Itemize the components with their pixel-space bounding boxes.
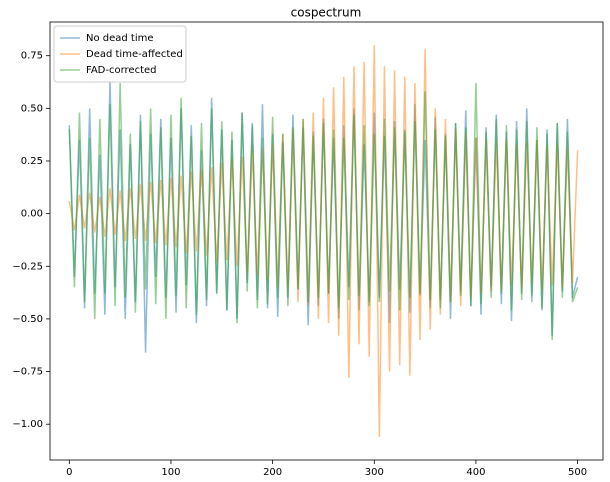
y-tick-label: −0.50	[12, 314, 43, 325]
legend-box	[53, 25, 187, 83]
x-tick-label: 300	[365, 467, 384, 478]
x-tick-label: 0	[66, 467, 72, 478]
plot-lines	[68, 45, 579, 437]
y-tick-label: 0.25	[21, 156, 43, 167]
series-line	[68, 83, 579, 340]
y-tick-label: 0.00	[21, 209, 43, 220]
legend-label: FAD-corrected	[86, 65, 157, 76]
y-tick-label: 0.75	[21, 51, 43, 62]
x-tick-label: 500	[568, 467, 587, 478]
legend: No dead time Dead time-affected FAD-correc…	[53, 25, 187, 83]
y-tick-label: −0.75	[12, 367, 43, 378]
legend-label: Dead time-affected	[86, 49, 183, 60]
y-tick-label: 0.50	[21, 103, 43, 114]
y-tick-label: −0.25	[12, 261, 43, 272]
chart-title: cospectrum	[291, 6, 362, 20]
x-tick-label: 200	[263, 467, 282, 478]
plot-frame	[49, 21, 604, 461]
series-line	[68, 45, 579, 437]
x-tick-label: 400	[466, 467, 485, 478]
y-tick-label: −1.00	[12, 419, 43, 430]
x-tick-label: 100	[161, 467, 180, 478]
legend-label: No dead time	[86, 33, 154, 44]
